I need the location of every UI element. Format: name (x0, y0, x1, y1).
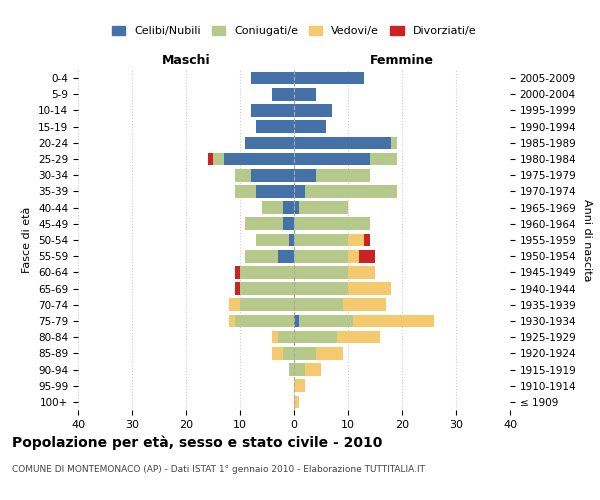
Bar (294, 152, 370, 166)
Bar (283, 347, 294, 360)
Bar (278, 331, 294, 344)
Bar (294, 72, 364, 85)
Bar (294, 120, 326, 133)
Bar (251, 104, 294, 117)
Bar (235, 169, 251, 181)
Bar (289, 234, 294, 246)
Bar (213, 152, 224, 166)
Bar (294, 314, 299, 328)
Bar (235, 314, 294, 328)
Bar (251, 169, 294, 181)
Bar (348, 234, 364, 246)
Bar (316, 347, 343, 360)
Bar (294, 185, 305, 198)
Bar (256, 234, 289, 246)
Bar (305, 185, 397, 198)
Bar (294, 88, 316, 101)
Bar (262, 202, 283, 214)
Bar (359, 250, 375, 262)
Bar (283, 218, 294, 230)
Bar (294, 396, 299, 408)
Bar (272, 347, 283, 360)
Bar (240, 298, 294, 311)
Bar (256, 185, 294, 198)
Bar (294, 234, 348, 246)
Bar (278, 250, 294, 262)
Bar (294, 347, 316, 360)
Text: COMUNE DI MONTEMONACO (AP) - Dati ISTAT 1° gennaio 2010 - Elaborazione TUTTITALI: COMUNE DI MONTEMONACO (AP) - Dati ISTAT … (12, 465, 425, 474)
Bar (348, 266, 375, 278)
Bar (245, 218, 283, 230)
Y-axis label: Anni di nascita: Anni di nascita (582, 198, 592, 281)
Bar (224, 152, 294, 166)
Bar (235, 185, 256, 198)
Bar (294, 169, 316, 181)
Bar (294, 136, 391, 149)
Bar (294, 266, 348, 278)
Bar (294, 298, 343, 311)
Bar (294, 331, 337, 344)
Bar (370, 152, 397, 166)
Bar (245, 250, 278, 262)
Bar (229, 298, 240, 311)
Legend: Celibi/Nubili, Coniugati/e, Vedovi/e, Divorziati/e: Celibi/Nubili, Coniugati/e, Vedovi/e, Di… (107, 21, 481, 40)
Bar (294, 282, 348, 295)
Bar (299, 202, 348, 214)
Bar (289, 363, 294, 376)
Bar (294, 363, 305, 376)
Bar (316, 169, 370, 181)
Bar (208, 152, 213, 166)
Bar (294, 202, 299, 214)
Bar (391, 136, 397, 149)
Bar (343, 298, 386, 311)
Bar (353, 314, 434, 328)
Bar (272, 88, 294, 101)
Bar (348, 282, 391, 295)
Bar (283, 202, 294, 214)
Bar (240, 282, 294, 295)
Bar (299, 314, 353, 328)
Bar (229, 314, 235, 328)
Bar (240, 266, 294, 278)
Bar (294, 380, 305, 392)
Bar (256, 120, 294, 133)
Bar (294, 218, 370, 230)
Text: Popolazione per età, sesso e stato civile - 2010: Popolazione per età, sesso e stato civil… (12, 435, 382, 450)
Bar (364, 234, 370, 246)
Bar (294, 250, 348, 262)
Bar (337, 331, 380, 344)
Text: Femmine: Femmine (370, 54, 434, 67)
Bar (305, 363, 321, 376)
Text: Maschi: Maschi (161, 54, 211, 67)
Bar (245, 136, 294, 149)
Bar (272, 331, 278, 344)
Y-axis label: Fasce di età: Fasce di età (22, 207, 32, 273)
Bar (294, 104, 332, 117)
Bar (251, 72, 294, 85)
Bar (348, 250, 359, 262)
Bar (235, 266, 240, 278)
Bar (235, 282, 240, 295)
